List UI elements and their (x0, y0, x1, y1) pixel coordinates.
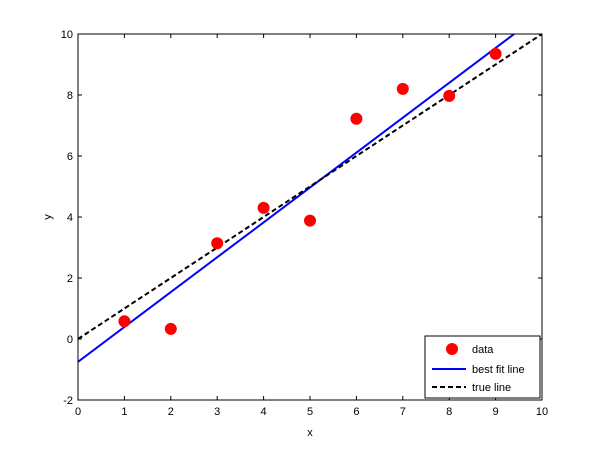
y-tick-label: 10 (61, 29, 73, 41)
data-point (304, 214, 316, 227)
y-tick-label: -2 (63, 395, 73, 407)
data-point (396, 82, 409, 95)
x-tick-label: 8 (446, 406, 452, 418)
x-tick-label: 0 (75, 406, 81, 418)
legend-label-best-fit: best fit line (472, 364, 525, 376)
data-point (257, 201, 270, 214)
x-tick-label: 10 (536, 406, 548, 418)
y-tick-label: 4 (67, 212, 73, 224)
x-tick-label: 4 (261, 406, 267, 418)
y-tick-label: 8 (67, 90, 73, 102)
data-point (443, 89, 456, 102)
x-tick-label: 6 (353, 406, 359, 418)
legend: data best fit line true line (424, 335, 541, 399)
x-tick-label: 7 (400, 406, 406, 418)
legend-label-data: data (472, 344, 494, 356)
best-fit-line (78, 34, 515, 363)
x-tick-label: 3 (214, 406, 220, 418)
x-tick-label: 2 (168, 406, 174, 418)
y-tick-label: 2 (67, 273, 73, 285)
x-axis-label: x (307, 427, 313, 439)
legend-marker-data (446, 343, 458, 355)
series-layer (78, 34, 542, 363)
x-tick-label: 5 (307, 406, 313, 418)
y-axis-label: y (42, 214, 54, 220)
x-tick-label: 9 (493, 406, 499, 418)
data-point (489, 47, 502, 60)
data-point (118, 315, 131, 328)
data-point (350, 112, 363, 125)
y-tick-label: 6 (67, 151, 73, 163)
y-tick-label: 0 (67, 334, 73, 346)
plot-frame (77, 33, 543, 401)
x-tick-label: 1 (121, 406, 127, 418)
data-point (164, 322, 177, 335)
data-point (211, 237, 224, 250)
legend-label-true: true line (472, 382, 511, 394)
true-line (78, 34, 542, 340)
